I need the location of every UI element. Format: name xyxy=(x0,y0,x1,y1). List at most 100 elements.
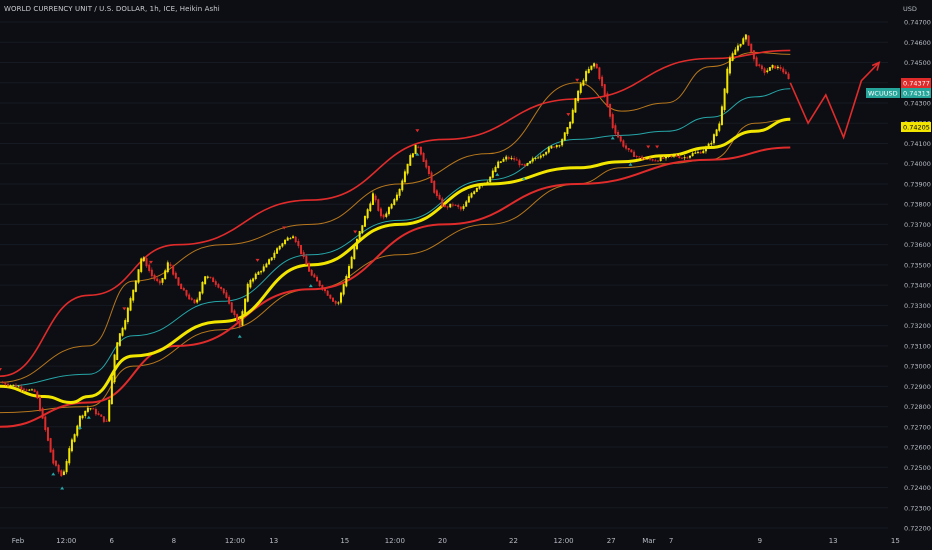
basis-line xyxy=(0,88,791,387)
candle-body xyxy=(180,283,183,290)
candle-body xyxy=(353,246,356,260)
candle-body xyxy=(406,163,409,174)
candle-body xyxy=(265,263,268,268)
candle-body xyxy=(198,291,201,301)
candle-body xyxy=(137,269,140,283)
candle-body xyxy=(494,166,497,172)
candle-body xyxy=(161,278,164,283)
candle-body xyxy=(355,238,358,250)
candle-body xyxy=(9,385,12,387)
candle-body xyxy=(489,176,492,183)
price-tick-label: 0.72400 xyxy=(904,484,931,492)
sell-signal-marker xyxy=(566,113,571,117)
candle-body xyxy=(486,181,489,183)
candle-body xyxy=(339,292,342,303)
candle-body xyxy=(4,382,7,385)
buy-signal-marker xyxy=(237,334,242,338)
candle-body xyxy=(747,35,750,46)
candle-body xyxy=(390,204,393,209)
candle-body xyxy=(145,258,148,267)
candle-body xyxy=(217,284,220,288)
candle-body xyxy=(81,415,84,419)
candle-body xyxy=(164,270,167,280)
candle-body xyxy=(446,206,449,208)
candle-body xyxy=(462,206,465,209)
price-tick-label: 0.72900 xyxy=(904,383,931,391)
candle-body xyxy=(358,231,361,241)
candle-body xyxy=(505,156,508,160)
candle-body xyxy=(601,76,604,87)
time-tick-label: 13 xyxy=(269,537,278,545)
candle-body xyxy=(417,146,420,148)
candle-body xyxy=(252,278,255,282)
price-tick-label: 0.73300 xyxy=(904,302,931,310)
candle-body xyxy=(374,195,377,201)
time-tick-label: Feb xyxy=(12,537,25,545)
candle-body xyxy=(150,269,153,277)
price-tick-label: 0.74700 xyxy=(904,19,931,27)
indicator-lines xyxy=(0,49,881,428)
price-tick-label: 0.72600 xyxy=(904,444,931,452)
price-tick-label: 0.72800 xyxy=(904,403,931,411)
candle-body xyxy=(579,83,582,93)
price-tick-label: 0.74000 xyxy=(904,160,931,168)
candle-body xyxy=(598,67,601,80)
candle-body xyxy=(363,216,366,227)
candle-body xyxy=(475,187,478,192)
candle-body xyxy=(33,389,36,392)
candle-body xyxy=(281,243,284,247)
moving-average-line xyxy=(0,117,791,405)
grid xyxy=(0,21,888,529)
candle-body xyxy=(473,191,476,195)
candle-body xyxy=(787,73,790,80)
candle-body xyxy=(124,320,127,330)
price-tick-label: 0.72200 xyxy=(904,525,931,533)
candle-body xyxy=(553,146,556,148)
candle-body xyxy=(278,245,281,250)
candle-body xyxy=(467,196,470,203)
candle-body xyxy=(188,294,191,300)
candle-body xyxy=(318,280,321,287)
candle-body xyxy=(41,408,44,419)
candle-body xyxy=(718,123,721,131)
current-price-badge-bg xyxy=(901,88,931,98)
time-tick-label: 12:00 xyxy=(385,537,405,545)
candle-body xyxy=(182,288,185,291)
candle-body xyxy=(566,127,569,134)
candle-body xyxy=(752,50,755,60)
candle-body xyxy=(587,68,590,74)
candle-body xyxy=(414,144,417,155)
price-tick-label: 0.73800 xyxy=(904,201,931,209)
candle-body xyxy=(329,294,332,299)
candle-body xyxy=(518,160,521,166)
candle-body xyxy=(166,262,169,273)
candle-body xyxy=(680,157,683,159)
time-tick-label: 27 xyxy=(607,537,616,545)
price-tick-label: 0.72300 xyxy=(904,504,931,512)
candle-body xyxy=(14,384,17,387)
projection-arrowhead xyxy=(871,61,881,71)
time-tick-label: 12:00 xyxy=(553,537,573,545)
candle-body xyxy=(438,194,441,200)
candle-body xyxy=(614,125,617,134)
candle-body xyxy=(699,152,702,154)
candle-body xyxy=(409,155,412,166)
candle-body xyxy=(569,121,572,129)
ma-badge-text: 0.74205 xyxy=(903,124,930,132)
channel-lower-line xyxy=(0,146,791,428)
time-tick-label: 9 xyxy=(758,537,762,545)
candle-body xyxy=(776,66,779,69)
candle-body xyxy=(116,342,119,361)
candle-body xyxy=(744,34,747,40)
sell-signal-marker xyxy=(255,258,260,262)
price-tick-label: 0.73900 xyxy=(904,180,931,188)
time-tick-label: 15 xyxy=(891,537,900,545)
candle-body xyxy=(515,159,518,161)
price-axis-unit: USD xyxy=(903,5,917,13)
candle-body xyxy=(643,158,646,160)
candle-body xyxy=(720,106,723,125)
bollinger-upper-line xyxy=(0,51,791,383)
candle-body xyxy=(638,156,641,158)
sell-signal-marker xyxy=(148,260,153,264)
